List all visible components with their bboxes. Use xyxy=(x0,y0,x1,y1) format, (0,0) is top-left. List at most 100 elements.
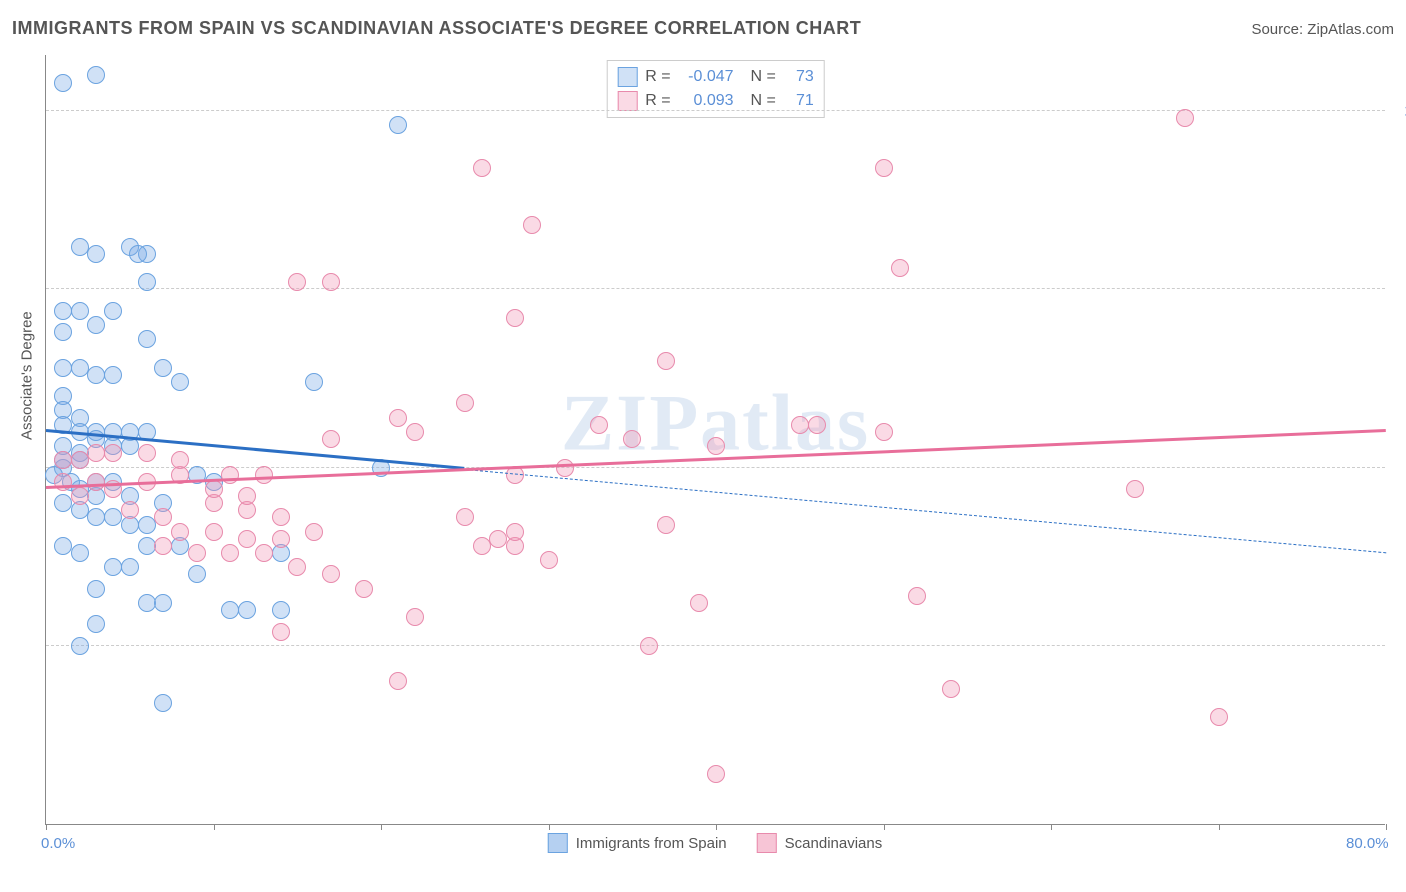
scatter-point xyxy=(104,302,122,320)
legend-swatch-1 xyxy=(617,91,637,111)
gridline-h xyxy=(46,467,1385,468)
scatter-point xyxy=(171,523,189,541)
x-tick-mark xyxy=(214,824,215,830)
scatter-point xyxy=(87,473,105,491)
scatter-point xyxy=(791,416,809,434)
scatter-point xyxy=(540,551,558,569)
scatter-point xyxy=(87,66,105,84)
gridline-h xyxy=(46,288,1385,289)
scatter-point xyxy=(322,430,340,448)
scatter-point xyxy=(87,580,105,598)
scatter-point xyxy=(54,323,72,341)
x-tick-mark xyxy=(46,824,47,830)
chart-header: IMMIGRANTS FROM SPAIN VS SCANDINAVIAN AS… xyxy=(12,18,1394,39)
scatter-point xyxy=(1176,109,1194,127)
legend-label: Immigrants from Spain xyxy=(576,835,727,852)
legend-swatch xyxy=(757,833,777,853)
scatter-point xyxy=(908,587,926,605)
scatter-point xyxy=(556,459,574,477)
y-tick-label: 50.0% xyxy=(1395,459,1406,476)
scatter-point xyxy=(255,466,273,484)
scatter-point xyxy=(71,238,89,256)
scatter-point xyxy=(87,316,105,334)
scatter-point xyxy=(87,366,105,384)
scatter-point xyxy=(875,159,893,177)
legend-N-label: N = xyxy=(742,92,776,110)
scatter-point xyxy=(54,451,72,469)
x-tick-mark xyxy=(884,824,885,830)
legend-item: Immigrants from Spain xyxy=(548,833,727,853)
x-tick-mark xyxy=(716,824,717,830)
scatter-point xyxy=(690,594,708,612)
scatter-point xyxy=(406,608,424,626)
x-tick-label: 80.0% xyxy=(1346,835,1389,852)
legend-R-label: R = xyxy=(645,92,670,110)
scatter-point xyxy=(238,601,256,619)
scatter-point xyxy=(272,530,290,548)
legend-row-series-0: R = -0.047 N = 73 xyxy=(617,65,814,89)
plot-wrapper: Associate's Degree ZIPatlas R = -0.047 N… xyxy=(45,55,1385,825)
scatter-point xyxy=(129,245,147,263)
scatter-point xyxy=(138,516,156,534)
y-axis-label: Associate's Degree xyxy=(19,311,36,440)
scatter-point xyxy=(238,530,256,548)
scatter-point xyxy=(138,444,156,462)
scatter-point xyxy=(138,330,156,348)
legend-swatch-0 xyxy=(617,67,637,87)
scatter-point xyxy=(71,487,89,505)
legend-N-value-0: 73 xyxy=(784,68,814,86)
scatter-point xyxy=(138,537,156,555)
scatter-point xyxy=(288,273,306,291)
scatter-point xyxy=(506,309,524,327)
x-tick-mark xyxy=(381,824,382,830)
scatter-point xyxy=(322,565,340,583)
scatter-point xyxy=(154,359,172,377)
scatter-point xyxy=(623,430,641,448)
scatter-point xyxy=(171,373,189,391)
scatter-point xyxy=(238,487,256,505)
scatter-point xyxy=(305,373,323,391)
scatter-point xyxy=(506,523,524,541)
scatter-point xyxy=(104,366,122,384)
scatter-point xyxy=(121,501,139,519)
scatter-point xyxy=(891,259,909,277)
scatter-point xyxy=(87,444,105,462)
scatter-point xyxy=(875,423,893,441)
trend-line-dashed xyxy=(465,469,1386,553)
scatter-point xyxy=(54,302,72,320)
chart-title: IMMIGRANTS FROM SPAIN VS SCANDINAVIAN AS… xyxy=(12,18,861,39)
scatter-point xyxy=(138,273,156,291)
scatter-point xyxy=(221,544,239,562)
scatter-point xyxy=(707,765,725,783)
y-tick-label: 100.0% xyxy=(1395,103,1406,120)
scatter-point xyxy=(657,516,675,534)
scatter-point xyxy=(54,359,72,377)
scatter-point xyxy=(272,623,290,641)
scatter-point xyxy=(54,537,72,555)
scatter-point xyxy=(942,680,960,698)
scatter-point xyxy=(154,508,172,526)
x-tick-mark xyxy=(1219,824,1220,830)
scatter-point xyxy=(1210,708,1228,726)
scatter-point xyxy=(188,565,206,583)
scatter-point xyxy=(473,159,491,177)
scatter-point xyxy=(87,615,105,633)
y-tick-label: 25.0% xyxy=(1395,637,1406,654)
scatter-point xyxy=(272,601,290,619)
scatter-point xyxy=(272,508,290,526)
legend-N-label: N = xyxy=(742,68,776,86)
scatter-point xyxy=(523,216,541,234)
scatter-point xyxy=(104,444,122,462)
scatter-point xyxy=(104,508,122,526)
scatter-plot-area: ZIPatlas R = -0.047 N = 73 R = 0.093 N =… xyxy=(45,55,1385,825)
y-tick-label: 75.0% xyxy=(1395,281,1406,298)
scatter-point xyxy=(221,601,239,619)
legend-R-value-0: -0.047 xyxy=(679,68,734,86)
scatter-point xyxy=(54,494,72,512)
scatter-point xyxy=(87,508,105,526)
series-legend: Immigrants from SpainScandinavians xyxy=(548,833,882,853)
scatter-point xyxy=(188,544,206,562)
scatter-point xyxy=(171,451,189,469)
scatter-point xyxy=(489,530,507,548)
scatter-point xyxy=(707,437,725,455)
